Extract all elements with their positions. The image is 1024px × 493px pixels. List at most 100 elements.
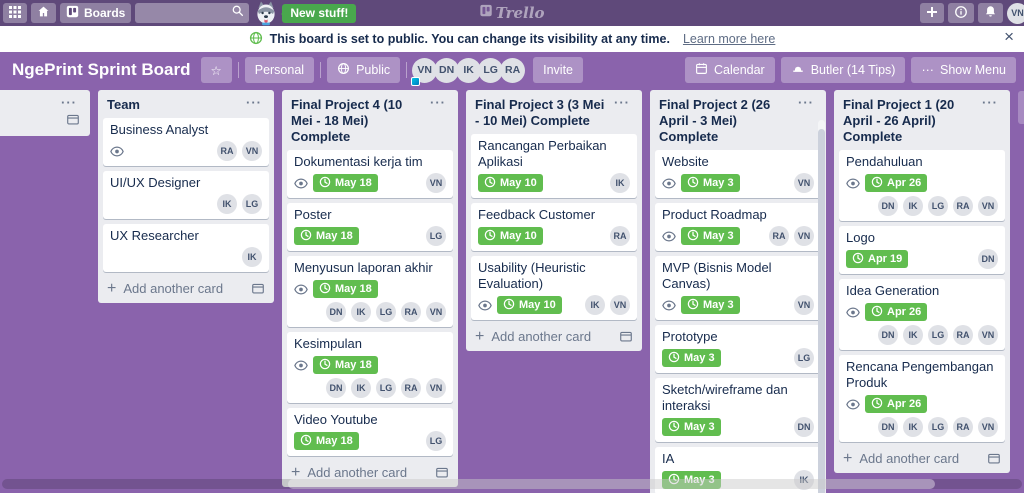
member-avatar[interactable]: RA xyxy=(401,378,421,398)
due-date-badge[interactable]: May 18 xyxy=(294,432,359,450)
member-avatar[interactable]: DN xyxy=(326,302,346,322)
card-template-icon[interactable] xyxy=(435,466,449,479)
member-avatar[interactable]: VN xyxy=(794,295,814,315)
due-date-badge[interactable]: May 3 xyxy=(681,174,740,192)
search-input[interactable] xyxy=(140,6,232,20)
card[interactable]: Usability (Heuristic Evaluation) May 10 IK… xyxy=(471,256,637,320)
list-menu-button[interactable]: ··· xyxy=(430,95,446,110)
member-avatar[interactable]: IK xyxy=(794,470,814,490)
member-avatar[interactable]: RA xyxy=(953,196,973,216)
member-avatar[interactable]: VN xyxy=(426,173,446,193)
member-avatar[interactable]: LG xyxy=(928,417,948,437)
card[interactable]: Website May 3 VN xyxy=(655,150,821,198)
due-date-badge[interactable]: May 10 xyxy=(478,227,543,245)
list-scrollbar[interactable] xyxy=(818,120,825,493)
add-card-button[interactable]: + Add another card xyxy=(103,277,269,299)
due-date-badge[interactable]: May 10 xyxy=(497,296,562,314)
due-date-badge[interactable]: Apr 26 xyxy=(865,174,928,192)
member-avatar[interactable]: VN xyxy=(978,196,998,216)
due-date-badge[interactable]: Apr 26 xyxy=(865,395,928,413)
card[interactable]: Pendahuluan Apr 26 DN IK LG RA VN xyxy=(839,150,1005,221)
due-date-badge[interactable]: Apr 19 xyxy=(846,250,909,268)
butler-button[interactable]: Butler (14 Tips) xyxy=(780,57,906,83)
card[interactable]: Rencana Pengembangan Produk Apr 26 DN IK LG R… xyxy=(839,355,1005,442)
user-avatar[interactable]: VN xyxy=(1007,2,1024,24)
card[interactable]: Product Roadmap May 3 RA VN xyxy=(655,203,821,251)
member-avatar[interactable]: IK xyxy=(242,247,262,267)
due-date-badge[interactable]: May 18 xyxy=(313,280,378,298)
member-avatar[interactable]: RA xyxy=(953,417,973,437)
member-avatar[interactable]: IK xyxy=(903,325,923,345)
calendar-button[interactable]: Calendar xyxy=(684,57,775,83)
due-date-badge[interactable]: May 18 xyxy=(313,174,378,192)
card[interactable]: Prototype May 3 LG xyxy=(655,325,821,373)
member-avatar[interactable]: DN xyxy=(878,325,898,345)
card[interactable]: Rancangan Perbaikan Aplikasi May 10 IK xyxy=(471,134,637,198)
add-card-button[interactable] xyxy=(0,111,84,129)
member-avatar[interactable]: VN xyxy=(426,302,446,322)
list-menu-button[interactable]: ··· xyxy=(798,95,814,110)
member-avatar[interactable]: RA xyxy=(401,302,421,322)
member-avatar[interactable]: RA xyxy=(953,325,973,345)
star-button[interactable]: ☆ xyxy=(200,57,232,83)
card-template-icon[interactable] xyxy=(987,452,1001,465)
info-button[interactable] xyxy=(948,3,974,23)
list-scrollbar-thumb[interactable] xyxy=(818,128,825,493)
due-date-badge[interactable]: May 18 xyxy=(313,356,378,374)
list-menu-button[interactable]: ··· xyxy=(246,95,262,110)
list-menu-button[interactable]: ··· xyxy=(61,95,77,110)
member-avatar[interactable]: LG xyxy=(376,302,396,322)
create-plus-button[interactable] xyxy=(920,3,944,23)
apps-grid-button[interactable] xyxy=(3,3,27,23)
member-avatar[interactable]: RA xyxy=(610,226,630,246)
card[interactable]: Logo Apr 19 DN xyxy=(839,226,1005,274)
card[interactable]: UI/UX Designer IK LG xyxy=(103,171,269,219)
member-avatar[interactable]: RA xyxy=(500,57,526,83)
card-template-icon[interactable] xyxy=(619,330,633,343)
list-menu-button[interactable]: ··· xyxy=(614,95,630,110)
home-button[interactable] xyxy=(31,3,56,23)
member-avatar[interactable]: VN xyxy=(610,295,630,315)
member-avatar[interactable]: LG xyxy=(376,378,396,398)
member-avatar[interactable]: LG xyxy=(426,226,446,246)
member-avatar[interactable]: VN xyxy=(794,173,814,193)
learn-more-link[interactable]: Learn more here xyxy=(682,32,776,46)
member-avatar[interactable]: LG xyxy=(794,348,814,368)
card[interactable]: UX Researcher IK xyxy=(103,224,269,272)
personal-button[interactable]: Personal xyxy=(244,57,315,83)
card[interactable]: Menyusun laporan akhir May 18 DN IK LG RA VN xyxy=(287,256,453,327)
member-avatar[interactable]: VN xyxy=(978,417,998,437)
add-list-button[interactable]: +Add another list xyxy=(1018,91,1024,124)
card-template-icon[interactable] xyxy=(251,282,265,295)
member-avatar[interactable]: IK xyxy=(585,295,605,315)
member-avatar[interactable]: LG xyxy=(928,196,948,216)
close-icon[interactable]: × xyxy=(1004,27,1014,46)
member-avatar[interactable]: LG xyxy=(478,57,504,83)
member-avatar[interactable]: VN xyxy=(426,378,446,398)
member-avatar[interactable]: IK xyxy=(351,378,371,398)
due-date-badge[interactable]: May 3 xyxy=(662,349,721,367)
member-avatar[interactable]: DN xyxy=(794,417,814,437)
member-avatar[interactable]: RA xyxy=(769,226,789,246)
boards-button[interactable]: Boards xyxy=(60,3,132,23)
member-avatar[interactable]: VN xyxy=(411,57,438,86)
card[interactable]: Sketch/wireframe dan interaksi May 3 DN xyxy=(655,378,821,442)
due-date-badge[interactable]: May 10 xyxy=(478,174,543,192)
member-avatar[interactable]: LG xyxy=(426,431,446,451)
list-menu-button[interactable]: ··· xyxy=(982,95,998,110)
card[interactable]: Poster May 18 LG xyxy=(287,203,453,251)
card[interactable]: Video Youtube May 18 LG xyxy=(287,408,453,456)
due-date-badge[interactable]: May 3 xyxy=(681,296,740,314)
card[interactable]: Idea Generation Apr 26 DN IK LG RA VN xyxy=(839,279,1005,350)
invite-button[interactable]: Invite xyxy=(533,57,584,83)
member-avatar[interactable]: VN xyxy=(794,226,814,246)
card[interactable]: Business Analyst RA VN xyxy=(103,118,269,166)
card[interactable]: Dokumentasi kerja tim May 18 VN xyxy=(287,150,453,198)
member-avatar[interactable]: DN xyxy=(978,249,998,269)
member-avatar[interactable]: VN xyxy=(978,325,998,345)
add-card-button[interactable]: + Add another card xyxy=(839,447,1005,469)
due-date-badge[interactable]: May 3 xyxy=(681,227,740,245)
member-avatar[interactable]: IK xyxy=(217,194,237,214)
member-avatar[interactable]: LG xyxy=(242,194,262,214)
new-stuff-button[interactable]: New stuff! xyxy=(281,3,357,23)
